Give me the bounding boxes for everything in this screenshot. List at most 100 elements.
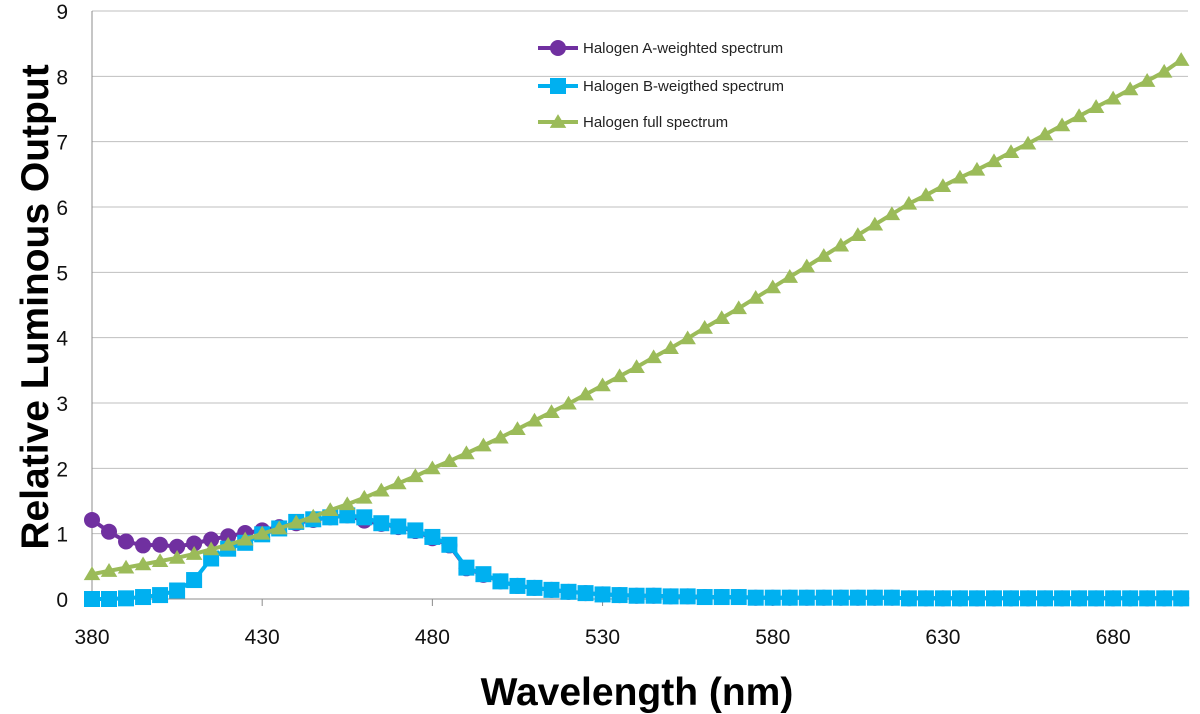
- data-point-square: [679, 588, 696, 605]
- data-point-triangle: [951, 169, 969, 184]
- data-point-triangle: [679, 330, 696, 345]
- data-point-triangle: [339, 496, 356, 511]
- data-point-triangle: [373, 482, 390, 497]
- x-tick-label: 380: [74, 626, 109, 649]
- data-point-triangle: [253, 525, 271, 540]
- data-point-triangle: [866, 216, 884, 231]
- data-point-square: [424, 528, 441, 545]
- y-tick-label: 4: [56, 328, 68, 351]
- data-point-triangle: [407, 468, 424, 483]
- grid-lines: [92, 10, 1188, 535]
- data-point-square: [628, 587, 645, 604]
- data-point-square: [492, 573, 509, 590]
- data-point-square: [186, 572, 203, 589]
- data-point-triangle: [475, 437, 492, 452]
- data-point-triangle: [1002, 144, 1020, 159]
- data-point-triangle: [543, 404, 560, 419]
- legend-label: Halogen full spectrum: [583, 114, 728, 131]
- data-point-triangle: [628, 359, 645, 373]
- data-point-triangle: [168, 549, 186, 564]
- data-point-square: [373, 515, 390, 532]
- x-tick-label: 630: [925, 626, 960, 649]
- data-point-square: [934, 590, 951, 607]
- data-point-circle: [101, 523, 118, 540]
- data-point-triangle: [900, 195, 918, 210]
- data-point-square: [118, 590, 135, 607]
- y-tick-label: 5: [56, 262, 68, 285]
- data-point-square: [815, 589, 832, 606]
- y-tick-label: 7: [56, 132, 68, 155]
- data-point-triangle: [917, 187, 935, 202]
- y-tick-label: 1: [56, 524, 68, 547]
- data-point-triangle: [594, 377, 611, 392]
- data-point-square: [1173, 590, 1190, 607]
- data-point-square: [968, 590, 985, 607]
- data-point-triangle: [645, 349, 662, 364]
- data-point-square: [866, 589, 883, 606]
- data-point-triangle: [713, 310, 730, 324]
- data-point-triangle: [441, 453, 458, 468]
- series-group: [83, 52, 1190, 607]
- data-point-square: [577, 585, 594, 602]
- data-point-square: [1156, 590, 1173, 607]
- data-point-circle: [84, 511, 100, 528]
- x-tick-label: 580: [755, 626, 790, 649]
- data-point-circle: [169, 538, 186, 555]
- data-point-triangle: [219, 536, 237, 551]
- legend: Halogen A-weighted spectrum Halogen B-wei…: [538, 40, 784, 131]
- data-point-square: [849, 589, 866, 606]
- data-point-triangle: [764, 279, 781, 294]
- data-point-triangle: [1036, 126, 1054, 141]
- data-point-triangle: [117, 559, 135, 574]
- data-point-square: [1071, 590, 1088, 607]
- data-point-triangle: [1104, 90, 1122, 105]
- data-point-triangle: [985, 153, 1003, 168]
- data-point-triangle: [492, 429, 509, 444]
- data-point-square: [917, 590, 934, 607]
- y-axis-title: Relative Luminous Output: [14, 64, 57, 549]
- data-point-square: [560, 583, 577, 600]
- data-point-square: [1139, 590, 1156, 607]
- data-point-triangle: [390, 475, 407, 490]
- y-tick-label: 3: [56, 393, 68, 416]
- data-point-triangle: [934, 178, 952, 192]
- y-tick-label: 2: [56, 458, 68, 481]
- data-point-triangle: [1053, 117, 1071, 132]
- data-point-triangle: [322, 502, 339, 517]
- data-point-triangle: [747, 289, 764, 304]
- legend-label: Halogen B-weigthed spectrum: [583, 78, 784, 95]
- data-point-triangle: [611, 368, 628, 383]
- data-point-circle: [220, 528, 237, 545]
- y-tick-labels: 0 1 2 3 4 5 6 7 8 9: [56, 1, 68, 612]
- data-point-square: [832, 589, 849, 606]
- data-point-triangle: [509, 421, 526, 436]
- data-point-circle: [203, 531, 220, 548]
- series-2: [84, 507, 1190, 607]
- data-point-triangle: [202, 541, 220, 556]
- data-point-circle: [135, 537, 152, 554]
- data-point-triangle: [577, 386, 594, 401]
- x-tick-label: 680: [1096, 626, 1131, 649]
- data-point-triangle: [1121, 81, 1139, 96]
- data-point-square: [475, 566, 492, 583]
- x-tick-label: 480: [415, 626, 450, 649]
- data-point-square: [781, 589, 798, 606]
- series-line: [91, 58, 1183, 577]
- data-point-square: [550, 78, 566, 94]
- data-point-square: [900, 590, 917, 607]
- y-tick-label: 9: [56, 1, 68, 24]
- data-point-square: [543, 581, 560, 598]
- data-point-triangle: [304, 508, 322, 523]
- data-point-square: [1088, 590, 1105, 607]
- x-axis-title: Wavelength (nm): [481, 671, 794, 714]
- data-point-triangle: [270, 520, 288, 535]
- data-point-square: [611, 587, 628, 604]
- data-point-square: [645, 587, 662, 604]
- y-tick-label: 0: [56, 589, 68, 612]
- data-point-triangle: [287, 514, 305, 529]
- data-point-triangle: [832, 237, 850, 252]
- data-point-square: [985, 590, 1002, 607]
- legend-item: Halogen A-weighted spectrum: [538, 40, 783, 57]
- data-point-triangle: [83, 566, 101, 581]
- data-point-triangle: [1087, 99, 1105, 113]
